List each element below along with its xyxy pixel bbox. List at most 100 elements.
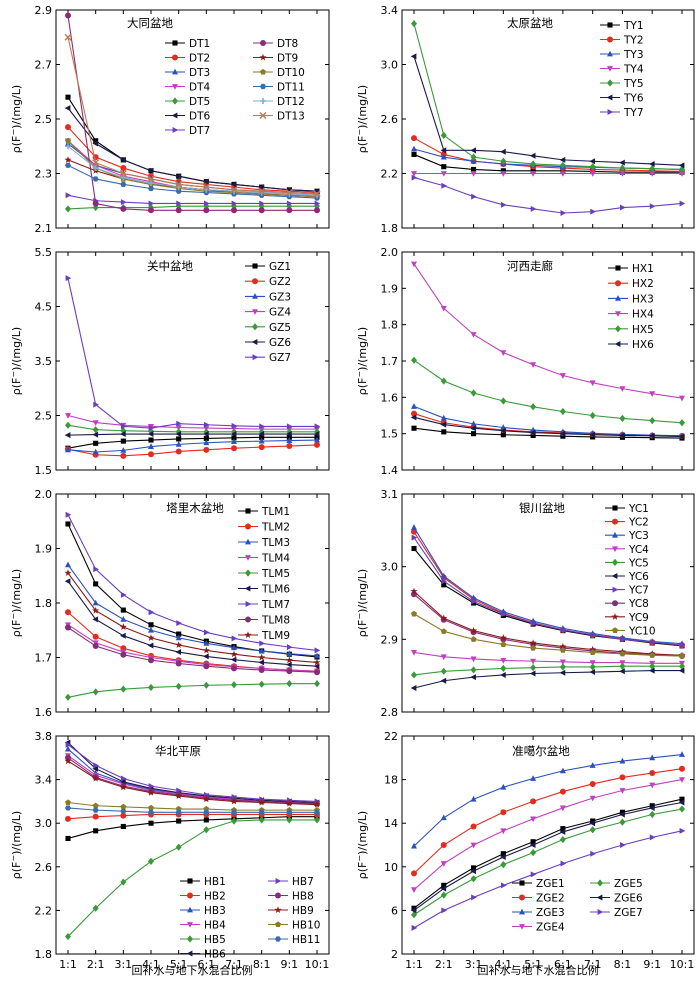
legend-item-HB8: HB8 <box>268 891 314 903</box>
chart-title: 塔里木盆地 <box>166 501 224 515</box>
series-line-ZGE1 <box>413 798 683 909</box>
data-point-YC9-1 <box>410 587 418 595</box>
data-point-YC7-9 <box>649 639 656 646</box>
legend-label: HX5 <box>632 324 654 336</box>
series-line-YC4 <box>413 651 682 664</box>
data-point-HB5-7 <box>231 817 237 825</box>
data-point-HX5-9 <box>649 416 656 425</box>
legend-item-GZ6: GZ6 <box>245 337 291 349</box>
legend-marker-DT11 <box>260 83 266 90</box>
series-line-TLM8 <box>67 627 318 673</box>
data-point-HX4-2 <box>440 305 447 312</box>
data-point-GZ7-4 <box>148 425 155 432</box>
data-point-TLM6-4 <box>147 642 154 649</box>
legend-marker-HB9 <box>274 906 282 914</box>
legend-marker-YC7 <box>612 586 619 593</box>
series-ZGE3 <box>411 751 685 849</box>
data-point-GZ7-7 <box>231 422 238 429</box>
data-point-TLM6-5 <box>175 649 182 656</box>
data-point-TY6-6 <box>559 156 566 163</box>
legend-marker-YC1 <box>612 505 618 511</box>
series-line-TY7 <box>413 177 683 214</box>
data-point-TLM9-9 <box>285 656 293 664</box>
y-axis-title: ρ(F−)/(mg/L) <box>355 569 369 637</box>
series-line-DT8 <box>67 15 317 211</box>
data-point-TLM8-1 <box>65 624 71 631</box>
data-point-DT13-8 <box>258 187 266 195</box>
data-point-DT7-10 <box>314 200 321 207</box>
y-tick-label: 1.6 <box>381 391 399 404</box>
legend-item-TLM3: TLM3 <box>238 537 290 549</box>
legend-item-YC4: YC4 <box>605 544 649 556</box>
legend-label: GZ4 <box>269 307 291 319</box>
data-point-ZGE6-7 <box>589 820 596 827</box>
data-point-GZ3-3 <box>120 447 127 453</box>
data-point-DT7-5 <box>176 200 182 207</box>
series-GZ1 <box>65 434 320 451</box>
data-point-YC6-2 <box>440 677 447 684</box>
data-point-GZ3-5 <box>175 441 182 447</box>
y-axis-title-sup: − <box>9 371 18 378</box>
data-point-DT6-3 <box>120 156 126 163</box>
legend-marker-HX1 <box>615 265 621 271</box>
data-point-TY6-4 <box>500 148 506 155</box>
series-line-TY3 <box>413 148 683 170</box>
series-line-HB7 <box>67 744 318 802</box>
data-point-HX5-5 <box>530 403 537 411</box>
legend-label: DT11 <box>277 82 305 94</box>
data-point-YC9-4 <box>499 634 507 641</box>
data-point-ZGE2-1 <box>411 870 417 877</box>
legend-item-ZGE3: ZGE3 <box>512 907 565 919</box>
legend-marker-DT7 <box>172 127 179 133</box>
data-point-ZGE2-10 <box>679 765 685 772</box>
legend-marker-HB2 <box>187 892 193 899</box>
series-line-HX3 <box>413 405 683 437</box>
x-tick-label: 8:1 <box>253 958 271 971</box>
series-line-HB9 <box>67 760 318 806</box>
series-line-DT10 <box>67 140 318 198</box>
legend-label: ZGE4 <box>536 922 565 934</box>
legend-item-DT13: DT13 <box>253 111 305 123</box>
data-point-GZ6-6 <box>203 431 209 438</box>
data-point-GZ7-6 <box>203 421 210 428</box>
legend-marker-YC10 <box>612 627 618 633</box>
legend-item-HX1: HX1 <box>608 263 654 275</box>
y-axis-title-unit: )/(mg/L) <box>10 327 23 371</box>
data-point-ZGE7-3 <box>471 894 477 901</box>
data-point-TY1-5 <box>530 168 536 174</box>
legend-item-YC6: YC6 <box>605 571 649 583</box>
data-point-DT11-3 <box>120 181 127 187</box>
data-point-DT13-2 <box>92 159 100 167</box>
data-point-DT7-4 <box>148 200 155 207</box>
data-point-ZGE7-4 <box>500 882 507 889</box>
data-point-YC10-10 <box>679 652 685 659</box>
data-point-ZGE1-4 <box>500 851 506 857</box>
data-point-ZGE2-2 <box>440 842 447 848</box>
data-point-DT11-5 <box>175 188 182 194</box>
data-point-YC6-4 <box>500 671 506 678</box>
data-point-TY5-5 <box>530 160 537 168</box>
x-tick-label: 9:1 <box>280 958 298 971</box>
data-point-ZGE7-7 <box>590 850 596 857</box>
legend-marker-TLM6 <box>244 585 251 592</box>
data-point-DT6-8 <box>258 184 265 191</box>
data-point-HB9-3 <box>119 783 127 791</box>
data-point-GZ1-2 <box>93 440 99 446</box>
legend-marker-TY2 <box>607 36 613 43</box>
data-point-DT8-8 <box>258 207 265 214</box>
data-point-ZGE3-3 <box>470 795 477 802</box>
data-point-DT13-6 <box>202 183 210 191</box>
data-point-YC4-5 <box>530 658 537 665</box>
data-point-TLM3-3 <box>120 616 127 622</box>
data-point-TY3-2 <box>440 153 447 160</box>
y-tick-label: 3.0 <box>381 561 399 574</box>
legend-item-HB1: HB1 <box>180 876 226 888</box>
plot-frame <box>401 493 695 713</box>
series-line-HB11 <box>67 807 317 813</box>
legend-marker-DT10 <box>260 68 266 75</box>
y-tick-label: 2.6 <box>35 861 53 874</box>
data-point-TLM1-4 <box>148 622 154 628</box>
data-point-HX4-4 <box>500 350 507 356</box>
data-point-ZGE6-6 <box>559 828 566 835</box>
y-tick-label: 3.4 <box>381 4 399 17</box>
